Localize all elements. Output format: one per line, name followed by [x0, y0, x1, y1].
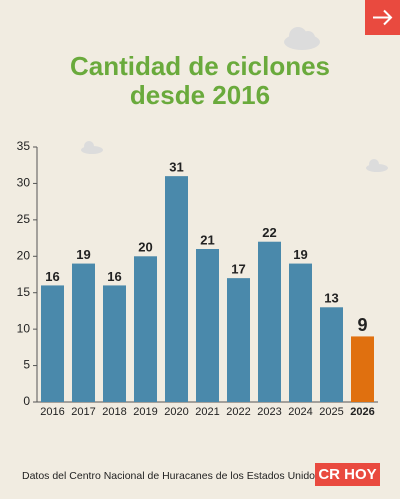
y-tick-label: 35 [17, 139, 31, 153]
bar [103, 285, 126, 402]
source-note: Datos del Centro Nacional de Huracanes d… [22, 470, 323, 482]
y-tick-label: 10 [17, 321, 31, 335]
bar [72, 263, 95, 402]
x-tick-label: 2020 [164, 406, 188, 418]
x-tick-label: 2023 [257, 406, 281, 418]
bar [351, 336, 374, 402]
cloud [284, 27, 320, 50]
cloud [366, 159, 388, 172]
bar [196, 249, 219, 402]
value-label: 13 [324, 291, 338, 306]
x-tick-label: 2017 [71, 406, 95, 418]
x-tick-label: 2024 [288, 406, 312, 418]
x-tick-label: 2026 [350, 406, 374, 418]
chart-title: desde 2016 [130, 80, 270, 110]
x-tick-label: 2021 [195, 406, 219, 418]
chart-title: Cantidad de ciclones [70, 51, 330, 81]
logo-box [315, 463, 380, 486]
bar [41, 285, 64, 402]
y-tick-label: 20 [17, 248, 31, 262]
value-label: 20 [138, 240, 152, 255]
bar [289, 263, 312, 402]
bar [320, 307, 343, 402]
cloud [81, 141, 103, 154]
value-label: 16 [45, 269, 59, 284]
value-label: 16 [107, 269, 121, 284]
y-tick-label: 0 [23, 394, 30, 408]
value-label: 19 [76, 247, 90, 262]
x-tick-label: 2019 [133, 406, 157, 418]
x-tick-label: 2016 [40, 406, 64, 418]
logo: CR HOY [318, 466, 376, 483]
x-tick-label: 2025 [319, 406, 343, 418]
value-label: 17 [231, 262, 245, 277]
value-label: 22 [262, 225, 276, 240]
y-tick-label: 15 [17, 285, 31, 299]
value-label: 19 [293, 247, 307, 262]
bar [134, 256, 157, 402]
y-tick-label: 30 [17, 176, 31, 190]
x-tick-label: 2018 [102, 406, 126, 418]
value-label: 9 [357, 315, 367, 335]
y-tick-label: 25 [17, 212, 31, 226]
bar [227, 278, 250, 402]
value-label: 21 [200, 232, 214, 247]
y-tick-label: 5 [23, 358, 30, 372]
value-label: 31 [169, 160, 183, 175]
x-tick-label: 2022 [226, 406, 250, 418]
arrow-icon [373, 9, 393, 26]
bar [258, 241, 281, 402]
bar [165, 176, 188, 402]
